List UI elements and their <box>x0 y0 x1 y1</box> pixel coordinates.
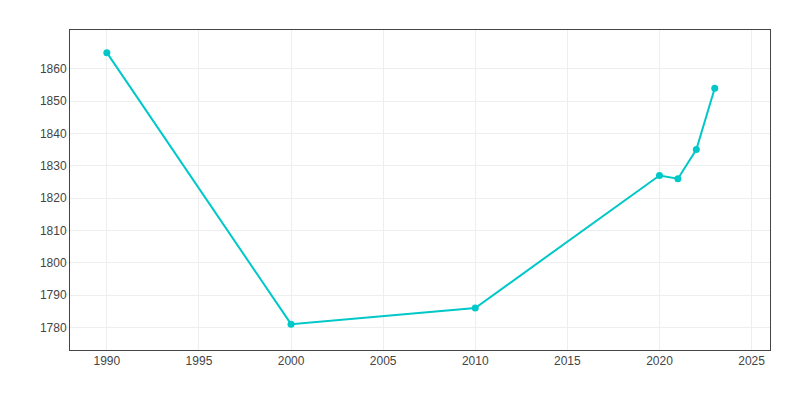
svg-text:1830: 1830 <box>40 159 67 173</box>
svg-text:1990: 1990 <box>93 354 120 368</box>
svg-text:1820: 1820 <box>40 191 67 205</box>
svg-text:1860: 1860 <box>40 62 67 76</box>
svg-text:2015: 2015 <box>554 354 581 368</box>
svg-text:1850: 1850 <box>40 94 67 108</box>
svg-text:2005: 2005 <box>370 354 397 368</box>
svg-text:1790: 1790 <box>40 288 67 302</box>
svg-text:1810: 1810 <box>40 224 67 238</box>
svg-text:2025: 2025 <box>738 354 765 368</box>
svg-text:1800: 1800 <box>40 256 67 270</box>
svg-text:1840: 1840 <box>40 127 67 141</box>
svg-text:1780: 1780 <box>40 321 67 335</box>
svg-text:2000: 2000 <box>278 354 305 368</box>
svg-text:2020: 2020 <box>646 354 673 368</box>
svg-text:2010: 2010 <box>462 354 489 368</box>
svg-text:1995: 1995 <box>186 354 213 368</box>
